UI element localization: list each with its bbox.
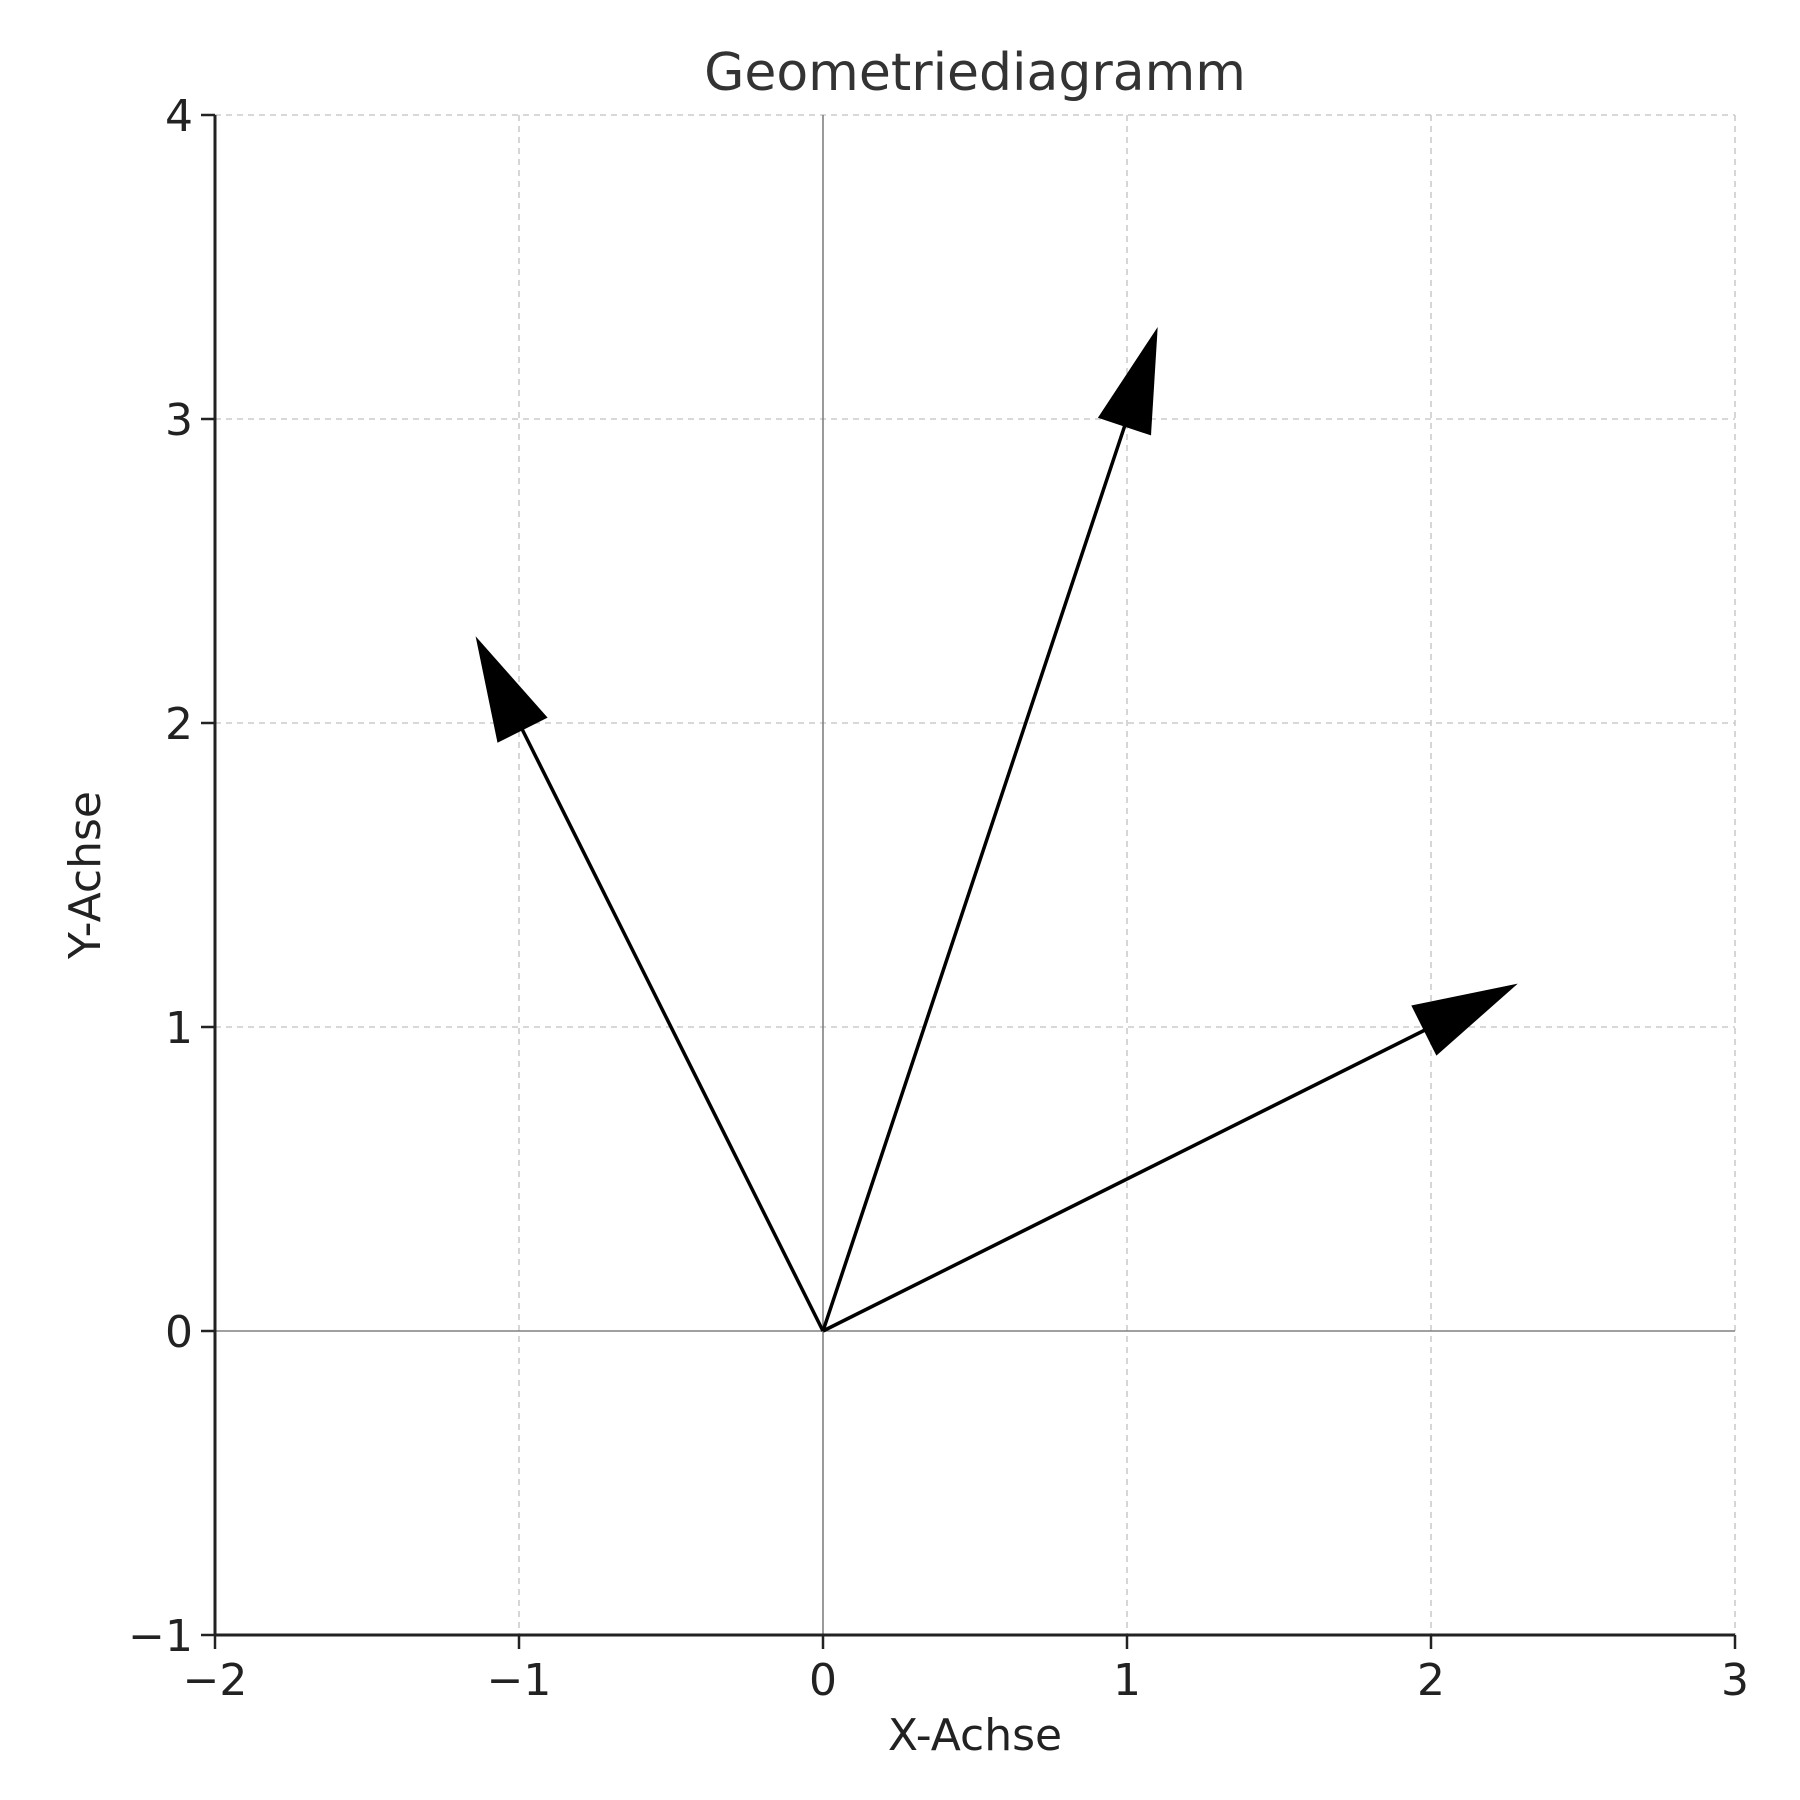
x-tick-label: 3 (1721, 1655, 1749, 1706)
axes-spines (213, 115, 1735, 1637)
y-tick-label: 4 (165, 91, 193, 142)
zero-lines (215, 115, 1735, 1635)
vector-shaft (821, 418, 1129, 1332)
x-ticks: −2 −1 0 1 2 3 (183, 1635, 1749, 1706)
vector-shaft (517, 722, 825, 1332)
vectors (475, 327, 1518, 1333)
y-axis-label: Y-Achse (60, 791, 111, 960)
x-axis-label: X-Achse (888, 1710, 1062, 1761)
vector-arrowhead (1411, 983, 1518, 1056)
chart-title: Geometriediagramm (704, 43, 1246, 103)
y-tick-label: 3 (165, 395, 193, 446)
vector-arrowhead (1097, 327, 1158, 436)
y-tick-label: 0 (165, 1307, 193, 1358)
x-tick-label: 1 (1113, 1655, 1141, 1706)
y-tick-label: −1 (128, 1611, 193, 1662)
x-tick-label: −2 (183, 1655, 248, 1706)
x-tick-label: 2 (1417, 1655, 1445, 1706)
x-tick-label: −1 (487, 1655, 552, 1706)
y-tick-label: 2 (165, 699, 193, 750)
vector-arrowhead (475, 636, 548, 743)
vector-shaft (822, 1025, 1432, 1333)
x-tick-label: 0 (809, 1655, 837, 1706)
y-tick-label: 1 (165, 1003, 193, 1054)
y-ticks: −1 0 1 2 3 4 (128, 91, 215, 1662)
